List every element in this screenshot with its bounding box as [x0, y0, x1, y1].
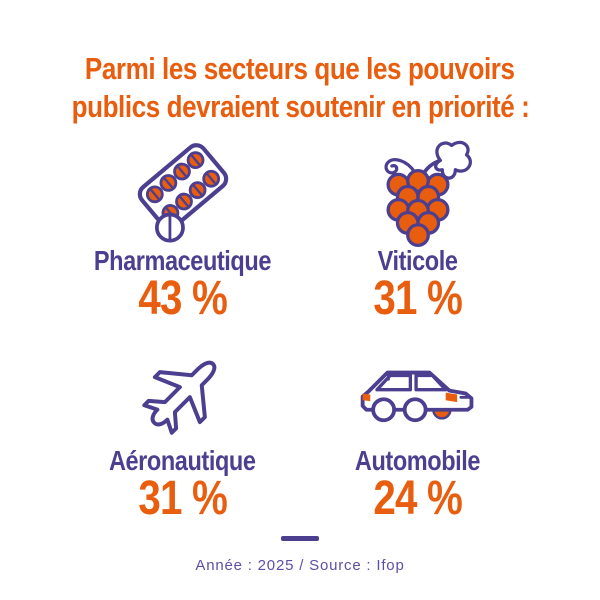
sector-value: 43 %: [138, 272, 227, 325]
sector-aeronautique: Aéronautique 31 %: [65, 342, 300, 525]
sector-viticole: Viticole 31 %: [300, 140, 535, 325]
grapes-icon: [362, 140, 474, 247]
sector-value: 31 %: [138, 472, 227, 525]
sector-label: Aéronautique: [109, 445, 256, 476]
sector-label: Automobile: [354, 445, 481, 476]
footer-divider: [281, 536, 319, 541]
airplane-icon: [130, 342, 236, 446]
sector-label: Viticole: [377, 245, 458, 276]
car-icon: [355, 342, 481, 446]
sector-automobile: Automobile 24 %: [300, 342, 535, 525]
title-line-2: publics devraient soutenir en priorité :: [71, 89, 529, 124]
page-title: Parmi les secteurs que les pouvoirs publ…: [28, 50, 573, 126]
sector-pharmaceutique: Pharmaceutique 43 %: [65, 142, 300, 325]
sector-label: Pharmaceutique: [93, 245, 272, 276]
title-line-1: Parmi les secteurs que les pouvoirs: [85, 51, 515, 86]
sector-value: 24 %: [373, 472, 462, 525]
sectors-grid: Pharmaceutique 43 %: [65, 140, 535, 525]
sector-value: 31 %: [373, 272, 462, 325]
source-note: Année : 2025 / Source : Ifop: [195, 557, 405, 574]
pill-blister-icon: [127, 142, 239, 246]
